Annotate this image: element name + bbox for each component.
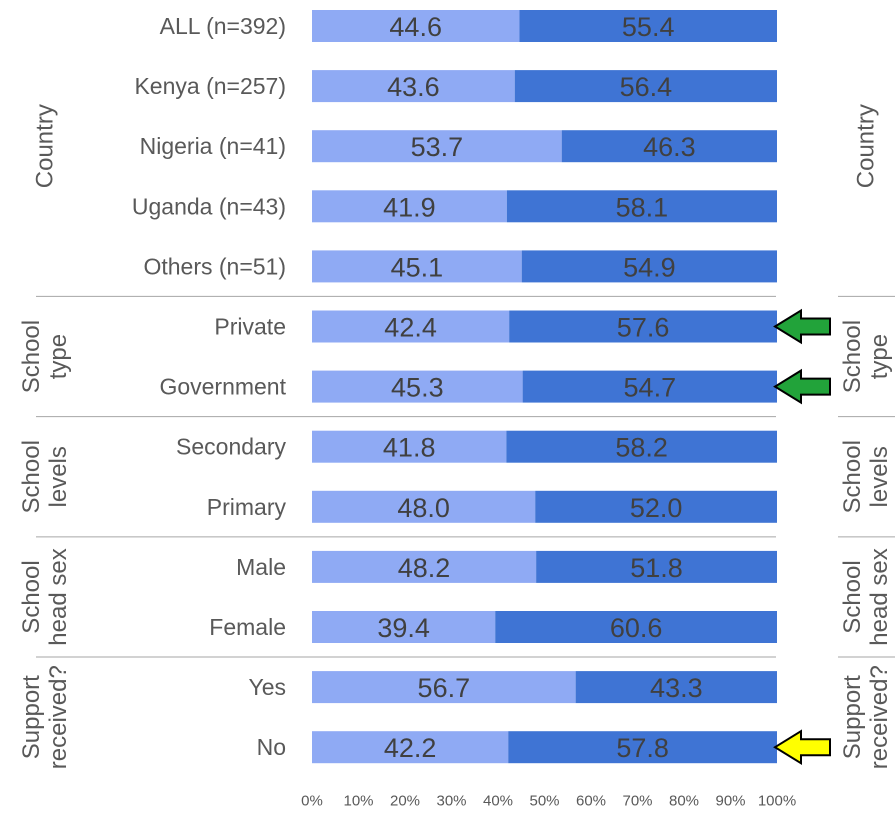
group-label-right: received? [866, 665, 893, 769]
x-tick-label: 40% [483, 793, 513, 809]
bar-segment-2 [519, 10, 777, 42]
data-label: 41.9 [383, 192, 436, 222]
data-label: 39.4 [377, 613, 430, 643]
category-label: Primary [207, 494, 287, 520]
group-label-left: School [18, 560, 45, 633]
x-tick-label: 100% [758, 793, 796, 809]
x-tick-label: 20% [390, 793, 420, 809]
bar-segment-1 [312, 70, 515, 103]
bar-segment-2 [509, 310, 777, 343]
x-tick-label: 80% [669, 793, 699, 809]
category-label: Uganda (n=43) [132, 193, 286, 219]
highlight-arrow-icon [773, 729, 831, 765]
data-label: 58.1 [616, 192, 669, 222]
bar-segment-1 [312, 250, 522, 283]
bar-segment-1 [312, 611, 496, 643]
data-label: 52.0 [630, 493, 683, 523]
data-label: 48.0 [397, 493, 450, 523]
bar-segment-2 [561, 130, 777, 163]
bar-segment-1 [312, 190, 507, 223]
category-label: Others (n=51) [143, 253, 286, 279]
category-label: Female [209, 614, 286, 640]
bar-segment-1 [312, 490, 536, 523]
data-label: 55.4 [622, 12, 675, 42]
data-label: 44.6 [389, 12, 442, 42]
group-label-right: type [866, 334, 893, 379]
category-label: ALL (n=392) [160, 13, 286, 39]
bar-segment-1 [312, 430, 507, 463]
x-tick-label: 30% [436, 793, 466, 809]
data-label: 57.6 [617, 313, 670, 343]
group-label-right: School [839, 320, 866, 393]
group-label-right: levels [866, 446, 893, 507]
bar-segment-2 [535, 490, 777, 523]
category-label: Nigeria (n=41) [140, 133, 286, 159]
data-label: 58.2 [615, 433, 668, 463]
data-label: 45.3 [391, 373, 444, 403]
group-label-left: Support [18, 675, 45, 759]
group-label-right: Support [839, 675, 866, 759]
bar-segment-1 [312, 550, 537, 583]
bar-segment-1 [312, 731, 509, 764]
data-label: 41.8 [383, 433, 436, 463]
x-tick-label: 70% [622, 793, 652, 809]
x-tick-label: 50% [529, 793, 559, 809]
highlight-arrow-icon [773, 368, 831, 405]
bar-segment-1 [312, 130, 562, 163]
bar-segment-2 [506, 190, 777, 223]
bar-segment-1 [312, 310, 510, 343]
category-label: Yes [248, 674, 286, 700]
x-tick-label: 60% [576, 793, 606, 809]
bar-segment-2 [514, 70, 777, 103]
group-label-left: Country [32, 104, 59, 188]
data-label: 57.8 [616, 733, 669, 763]
data-label: 56.7 [418, 673, 471, 703]
data-label: 45.1 [391, 252, 444, 282]
category-label: No [257, 734, 286, 760]
bar-segment-2 [508, 731, 777, 764]
bar-segment-2 [522, 370, 777, 403]
x-tick-label: 90% [715, 793, 745, 809]
category-label: Government [159, 374, 286, 400]
data-label: 54.9 [623, 252, 676, 282]
bar-segment-1 [312, 10, 520, 42]
group-label-left: head sex [45, 548, 72, 645]
bar-segment-2 [521, 250, 777, 283]
group-label-left: School [18, 320, 45, 393]
data-label: 54.7 [624, 373, 677, 403]
category-label: Male [236, 554, 286, 580]
data-label: 43.3 [650, 673, 703, 703]
group-label-right: School [839, 440, 866, 513]
data-label: 56.4 [620, 72, 673, 102]
data-label: 42.4 [384, 313, 437, 343]
category-label: Kenya (n=257) [134, 73, 286, 99]
bar-segment-2 [536, 550, 777, 583]
category-label: Secondary [176, 434, 286, 460]
x-tick-label: 10% [343, 793, 373, 809]
data-label: 60.6 [610, 613, 663, 643]
data-label: 46.3 [643, 132, 696, 162]
bar-segment-2 [495, 611, 777, 643]
highlight-arrow-icon [773, 308, 831, 345]
bar-segment-2 [575, 671, 777, 704]
data-label: 48.2 [398, 553, 451, 583]
data-label: 53.7 [411, 132, 464, 162]
data-label: 43.6 [387, 72, 440, 102]
group-label-left: School [18, 440, 45, 513]
category-label: Private [214, 314, 286, 340]
group-label-right: School [839, 560, 866, 633]
group-label-right: head sex [866, 548, 893, 645]
x-tick-label: 0% [301, 793, 323, 809]
data-label: 51.8 [630, 553, 683, 583]
data-label: 42.2 [384, 733, 437, 763]
group-label-left: levels [45, 446, 72, 507]
bar-segment-2 [506, 430, 777, 463]
group-label-left: type [45, 334, 72, 379]
bar-segment-1 [312, 671, 576, 704]
group-label-left: received? [45, 665, 72, 769]
group-label-right: Country [853, 104, 880, 188]
bar-segment-1 [312, 370, 523, 403]
